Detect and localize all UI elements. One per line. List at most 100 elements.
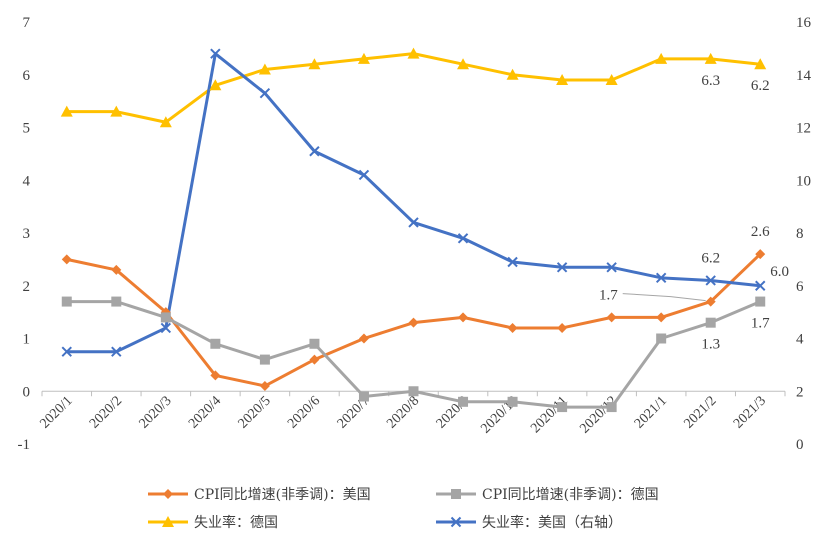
x-marker-stroke	[556, 262, 568, 273]
square-marker	[111, 296, 122, 307]
x-tick-label: 2020/1	[37, 393, 75, 431]
data-label: 1.7	[599, 288, 618, 304]
y-left-tick-label: -1	[18, 437, 31, 453]
square-marker	[557, 402, 568, 413]
y-left-tick-label: 0	[23, 384, 31, 400]
diamond-marker	[656, 312, 667, 323]
triangle-marker	[308, 58, 321, 70]
y-right-tick-label: 6	[796, 279, 804, 295]
y-right-tick-label: 16	[796, 15, 812, 31]
x-tick-label: 2020/5	[236, 393, 274, 431]
triangle-marker	[556, 74, 569, 86]
triangle-marker	[357, 52, 370, 64]
y-right-tick-label: 4	[796, 332, 804, 348]
series-line-unemployment-us	[66, 52, 761, 354]
square-marker	[656, 333, 667, 344]
x-tick-label: 2021/3	[731, 393, 769, 431]
data-label: 2.6	[751, 224, 770, 240]
y-right-tick-label: 8	[796, 226, 804, 242]
square-marker	[210, 338, 221, 349]
data-label: 6.2	[751, 78, 770, 94]
data-label-leader-line	[622, 293, 706, 302]
x-tick-label: 2020/4	[186, 393, 224, 431]
square-marker	[755, 296, 766, 307]
x-marker-stroke	[111, 346, 122, 357]
triangle-marker	[605, 74, 618, 86]
y-right-tick-label: 12	[796, 121, 811, 137]
x-tick-label: 2021/1	[632, 393, 670, 431]
x-marker-stroke	[309, 146, 320, 157]
x-marker-stroke	[61, 346, 72, 357]
triangle-marker	[457, 58, 470, 70]
diamond-marker	[358, 333, 369, 344]
y-right-tick-label: 14	[796, 68, 812, 84]
square-marker	[705, 317, 716, 328]
x-marker-stroke	[507, 256, 518, 268]
triangle-marker	[407, 47, 420, 59]
y-left-tick-label: 7	[23, 15, 31, 31]
data-label: 6.0	[770, 264, 789, 280]
y-left-tick-label: 4	[23, 173, 31, 189]
y-left-tick-label: 1	[23, 332, 31, 348]
x-tick-label: 2021/2	[681, 393, 719, 431]
square-marker	[309, 338, 320, 349]
x-marker-stroke	[259, 88, 271, 99]
x-marker-stroke	[705, 275, 716, 286]
data-labels: 6.3 6.2 2.6 6.2 6.0 1.7 1.3 1.7	[599, 73, 789, 353]
y-left-tick-label: 5	[23, 121, 31, 137]
series-line-unemployment-de	[66, 52, 761, 124]
x-marker-stroke	[655, 272, 667, 284]
diamond-marker	[557, 322, 568, 333]
triangle-marker	[506, 68, 519, 80]
triangle-marker	[162, 516, 174, 527]
diamond-marker	[309, 354, 320, 365]
legend-label: CPI同比增速(非季调)：德国	[482, 487, 659, 503]
triangle-marker	[159, 116, 172, 128]
y-left-tick-label: 6	[23, 68, 31, 84]
x-tick-label: 2020/12	[577, 393, 620, 436]
data-label: 6.2	[701, 250, 720, 266]
x-marker-stroke	[358, 169, 370, 181]
x-marker-stroke	[457, 233, 469, 244]
square-marker	[408, 386, 419, 397]
diamond-marker	[408, 317, 419, 328]
x-tick-label: 2020/2	[87, 393, 125, 431]
x-tick-label: 2020/8	[384, 393, 422, 431]
x-tick-label: 2020/6	[285, 393, 323, 431]
legend-label: 失业率：美国（右轴）	[482, 514, 622, 531]
square-marker	[358, 391, 369, 402]
series-lines	[66, 52, 762, 409]
diamond-marker	[606, 312, 617, 323]
triangle-marker	[655, 52, 668, 64]
data-label: 1.3	[701, 337, 720, 353]
y-left-tick-label: 3	[23, 226, 31, 242]
triangle-marker	[258, 63, 271, 75]
triangle-marker	[704, 52, 717, 64]
square-marker	[507, 396, 518, 407]
diamond-marker	[111, 264, 122, 275]
square-marker	[259, 354, 270, 365]
diamond-marker	[755, 249, 766, 260]
x-marker-stroke	[210, 48, 221, 59]
triangle-marker	[209, 79, 222, 91]
diamond-marker	[458, 312, 469, 323]
y-right-tick-label: 2	[796, 384, 804, 400]
x-tick-label: 2020/11	[528, 393, 571, 436]
square-marker	[458, 396, 469, 407]
diamond-marker	[61, 254, 72, 265]
square-marker	[160, 312, 171, 323]
square-marker	[61, 296, 72, 307]
x-marker-stroke	[450, 516, 462, 528]
triangle-marker	[754, 58, 767, 70]
y-right-tick-label: 0	[796, 437, 804, 453]
data-label: 6.3	[701, 73, 720, 89]
square-marker	[451, 489, 461, 499]
y-left-tick-label: 2	[23, 279, 31, 295]
x-marker-stroke	[606, 262, 617, 273]
legend-label: CPI同比增速(非季调)：美国	[194, 487, 371, 503]
diamond-marker	[507, 322, 518, 333]
square-marker	[606, 402, 617, 413]
legend-label: 失业率：德国	[194, 514, 278, 531]
